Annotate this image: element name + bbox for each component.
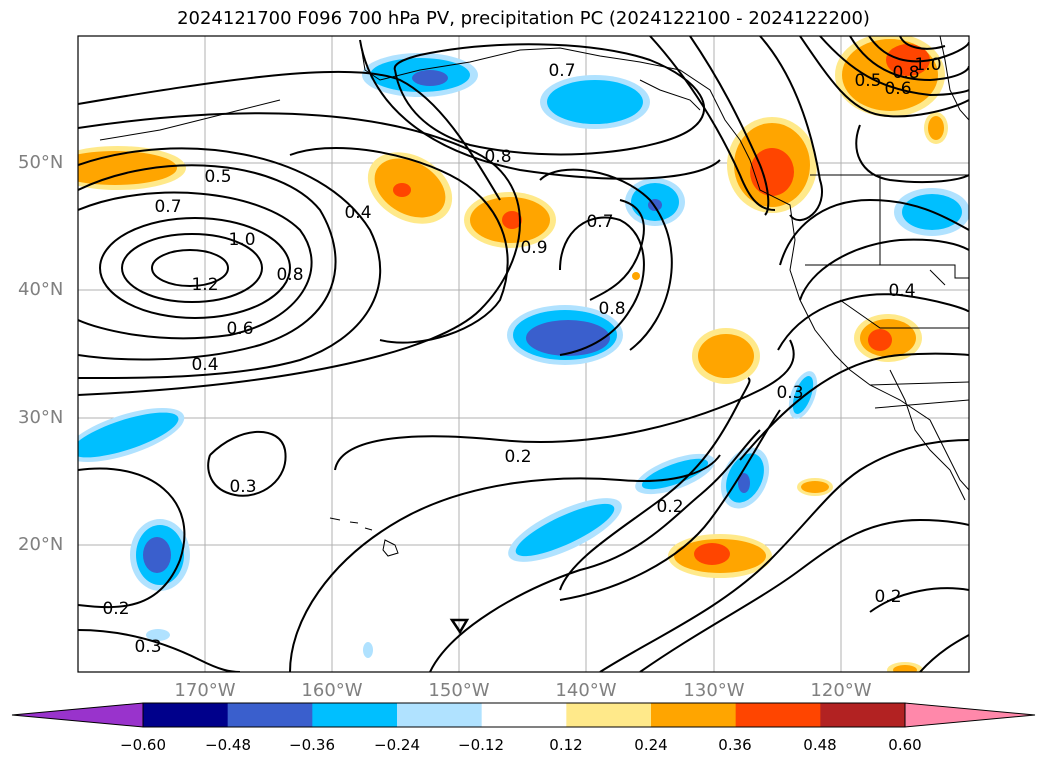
- contour-label: 0.7: [154, 197, 181, 217]
- lon-label: 170°W: [174, 680, 236, 701]
- contour-label: 0.3: [776, 383, 803, 403]
- contour-label: 0.9: [520, 238, 547, 258]
- contour-labels: 0.7 0.8 0.5 0.7 1.0 1.2 0.8 0.6 0.4 0.4 …: [102, 55, 941, 657]
- colorbar-extend-high: [905, 703, 1035, 727]
- precip-shading: [78, 36, 969, 672]
- contour-label: 0.2: [102, 599, 129, 619]
- contour-label: 1.0: [228, 230, 255, 250]
- contour-label: 0.7: [548, 61, 575, 81]
- coastlines: [99, 36, 969, 635]
- lat-label: 30°N: [18, 407, 64, 428]
- contour-label: 0.8: [484, 147, 511, 167]
- colorbar-cells: [12, 703, 1035, 727]
- colorbar-cell: [227, 703, 313, 727]
- contour-label: 1.2: [191, 275, 218, 295]
- lat-label: 20°N: [18, 534, 64, 555]
- lat-label: 50°N: [18, 152, 64, 173]
- contour-label: 0.2: [504, 447, 531, 467]
- colorbar-tick-label: 0.24: [634, 736, 668, 754]
- contour-label: 0.5: [854, 71, 881, 91]
- pv-contours: [78, 36, 969, 672]
- contour-label: 0.3: [134, 637, 161, 657]
- contour-label: 0.6: [884, 79, 911, 99]
- lon-label: 150°W: [428, 680, 490, 701]
- lon-label: 120°W: [810, 680, 872, 701]
- colorbar-tick-label: 0.36: [718, 736, 752, 754]
- colorbar-tick-label: 0.60: [888, 736, 922, 754]
- colorbar-cell: [397, 703, 483, 727]
- colorbar-tick-label: 0.48: [803, 736, 837, 754]
- colorbar-tick-label: −0.24: [374, 736, 420, 754]
- contour-label: 0.4: [191, 355, 218, 375]
- contour-label: 0.8: [276, 265, 303, 285]
- colorbar-cell: [481, 703, 567, 727]
- contour-label: 0.2: [874, 587, 901, 607]
- lon-label: 140°W: [555, 680, 617, 701]
- contour-label: 0.5: [204, 167, 231, 187]
- contour-label: 0.6: [226, 319, 253, 339]
- contour-label: 0.7: [586, 212, 613, 232]
- colorbar-tick-label: −0.36: [289, 736, 335, 754]
- contour-label: 0.8: [892, 63, 919, 83]
- colorbar-tick-label: −0.60: [120, 736, 166, 754]
- colorbar-cell: [735, 703, 821, 727]
- lon-label: 130°W: [683, 680, 745, 701]
- colorbar-tick-label: −0.48: [205, 736, 251, 754]
- contour-label: 0.3: [229, 477, 256, 497]
- map-title: 2024121700 F096 700 hPa PV, precipitatio…: [177, 8, 870, 29]
- colorbar-tick-label: 0.12: [549, 736, 583, 754]
- contour-label: 1.0: [914, 55, 941, 75]
- colorbar-cell: [312, 703, 398, 727]
- colorbar-tick-label: −0.12: [458, 736, 504, 754]
- contour-label: 0.2: [656, 497, 683, 517]
- contour-label: 0.8: [598, 299, 625, 319]
- lon-label: 160°W: [301, 680, 363, 701]
- plot-frame: [77, 35, 970, 673]
- contour-label: 0.4: [888, 281, 915, 301]
- colorbar-cell: [143, 703, 229, 727]
- contour-label: 0.4: [344, 203, 371, 223]
- lat-label: 40°N: [18, 279, 64, 300]
- colorbar-cell: [566, 703, 652, 727]
- colorbar-frame: [142, 702, 906, 728]
- colorbar-cell: [651, 703, 737, 727]
- colorbar-cell: [820, 703, 906, 727]
- colorbar-extend-low: [12, 703, 143, 727]
